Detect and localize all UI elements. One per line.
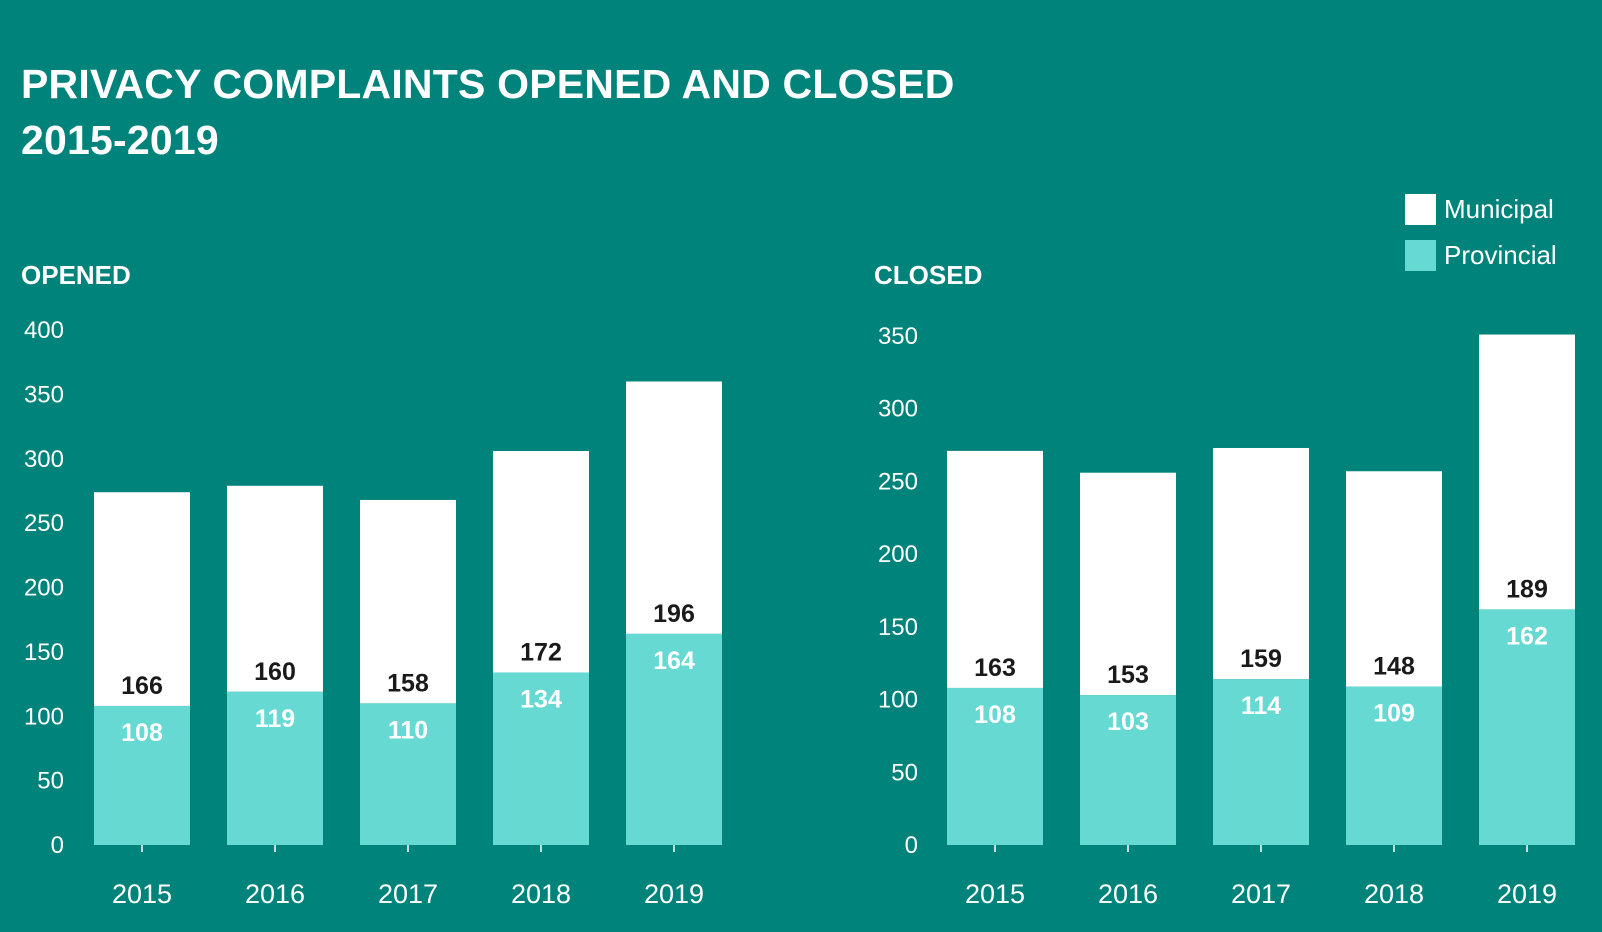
opened-xtick-label-2019: 2019 <box>644 879 704 909</box>
closed-bar-municipal-2019 <box>1479 334 1575 610</box>
opened-ytick-label: 400 <box>24 317 64 344</box>
closed-ytick-label: 200 <box>878 541 918 568</box>
closed-bar-provincial-2018 <box>1346 686 1442 845</box>
closed-xtick-label-2015: 2015 <box>965 879 1025 909</box>
closed-ytick-label: 100 <box>878 687 918 714</box>
opened-ytick-label: 200 <box>24 575 64 602</box>
legend-item-provincial: Provincial <box>1405 232 1557 278</box>
opened-bar-provincial-2018 <box>493 672 589 845</box>
legend-label-provincial: Provincial <box>1444 239 1557 270</box>
legend: Municipal Provincial <box>1405 186 1557 278</box>
opened-label-municipal-2015: 166 <box>121 672 163 700</box>
closed-ytick-label: 150 <box>878 614 918 641</box>
opened-bar-provincial-2016 <box>227 691 323 845</box>
opened-ytick-label: 100 <box>24 703 64 730</box>
opened-chart-title: OPENED <box>21 260 131 290</box>
closed-xtick-label-2017: 2017 <box>1231 879 1291 909</box>
opened-bar-municipal-2016 <box>227 485 323 692</box>
closed-ytick-label: 300 <box>878 396 918 423</box>
closed-ytick-label: 0 <box>905 832 918 859</box>
closed-label-provincial-2018: 109 <box>1373 699 1415 727</box>
closed-label-municipal-2019: 189 <box>1506 575 1548 603</box>
closed-ytick-label: 250 <box>878 468 918 495</box>
opened-ytick-label: 50 <box>37 768 64 795</box>
opened-ytick-label: 300 <box>24 446 64 473</box>
opened-ytick-label: 150 <box>24 639 64 666</box>
legend-item-municipal: Municipal <box>1405 186 1557 232</box>
closed-label-provincial-2016: 103 <box>1107 708 1149 736</box>
closed-bar-provincial-2016 <box>1080 695 1176 845</box>
closed-bar-municipal-2016 <box>1080 472 1176 696</box>
opened-ytick-label: 250 <box>24 510 64 537</box>
opened-label-provincial-2016: 119 <box>255 705 295 733</box>
closed-label-municipal-2017: 159 <box>1240 645 1282 673</box>
closed-xtick-label-2016: 2016 <box>1098 879 1158 909</box>
opened-bar-municipal-2017 <box>360 499 456 704</box>
opened-label-provincial-2015: 108 <box>121 719 163 747</box>
legend-label-municipal: Municipal <box>1444 193 1554 224</box>
closed-label-municipal-2018: 148 <box>1373 652 1415 680</box>
opened-bar-provincial-2019 <box>626 633 722 845</box>
opened-ytick-label: 350 <box>24 381 64 408</box>
opened-xtick-label-2016: 2016 <box>245 879 305 909</box>
closed-label-municipal-2015: 163 <box>974 654 1016 682</box>
closed-bar-provincial-2019 <box>1479 609 1575 845</box>
closed-bar-municipal-2018 <box>1346 471 1442 687</box>
chart-title: PRIVACY COMPLAINTS OPENED AND CLOSED 201… <box>21 56 1121 168</box>
opened-bar-provincial-2015 <box>94 705 190 845</box>
closed-ytick-label: 350 <box>878 323 918 350</box>
closed-bar-provincial-2017 <box>1213 679 1309 845</box>
opened-bar-provincial-2017 <box>360 703 456 845</box>
opened-xtick-label-2018: 2018 <box>511 879 571 909</box>
closed-label-provincial-2019: 162 <box>1506 622 1548 650</box>
opened-bar-municipal-2015 <box>94 492 190 706</box>
closed-label-provincial-2017: 114 <box>1241 692 1281 720</box>
closed-ytick-label: 50 <box>891 759 918 786</box>
legend-swatch-provincial <box>1405 239 1436 271</box>
closed-label-provincial-2015: 108 <box>974 701 1016 729</box>
closed-chart-title: CLOSED <box>874 260 982 290</box>
opened-label-provincial-2018: 134 <box>520 685 562 713</box>
opened-label-municipal-2019: 196 <box>653 600 695 628</box>
opened-label-provincial-2019: 164 <box>653 647 695 675</box>
opened-label-municipal-2017: 158 <box>387 669 429 697</box>
closed-label-municipal-2016: 153 <box>1107 661 1149 689</box>
closed-bar-municipal-2017 <box>1213 447 1309 680</box>
opened-bar-municipal-2019 <box>626 381 722 634</box>
closed-bar-provincial-2015 <box>947 687 1043 845</box>
opened-label-municipal-2016: 160 <box>254 658 296 686</box>
opened-xtick-label-2017: 2017 <box>378 879 438 909</box>
closed-xtick-label-2018: 2018 <box>1364 879 1424 909</box>
closed-xtick-label-2019: 2019 <box>1497 879 1557 909</box>
chart-title-line-1: PRIVACY COMPLAINTS OPENED AND CLOSED <box>21 61 955 107</box>
closed-bar-municipal-2015 <box>947 450 1043 688</box>
opened-label-municipal-2018: 172 <box>520 638 562 666</box>
opened-xtick-label-2015: 2015 <box>112 879 172 909</box>
opened-label-provincial-2017: 110 <box>388 716 428 744</box>
chart-title-line-2: 2015-2019 <box>21 117 219 163</box>
legend-swatch-municipal <box>1405 193 1436 225</box>
opened-bar-municipal-2018 <box>493 451 589 673</box>
opened-ytick-label: 0 <box>51 832 64 859</box>
